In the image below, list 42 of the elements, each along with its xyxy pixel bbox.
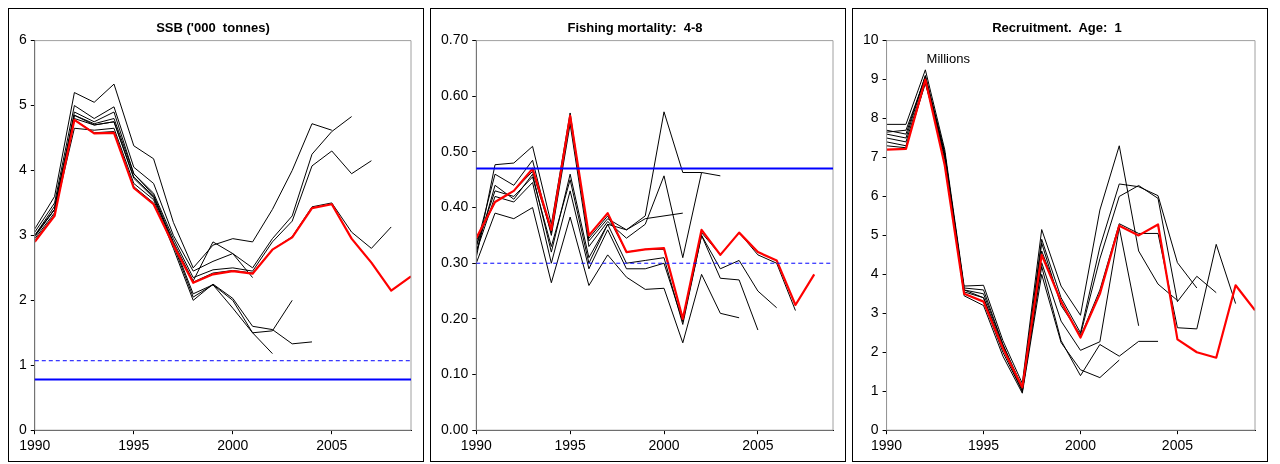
chart-title: SSB ('000 tonnes) [156,20,270,36]
y-tick-label: 5 [18,96,27,113]
x-tick-label: 1995 [554,437,586,454]
chart-title: Recruitment. Age: 1 [992,20,1122,36]
y-tick-label: 0 [870,421,879,438]
y-tick-label: 9 [870,70,879,87]
y-tick-label: 0.30 [441,254,469,271]
y-tick-label: 3 [870,304,879,321]
x-tick-label: 2005 [742,437,774,454]
x-tick-label: 2005 [316,437,348,454]
y-tick-label: 6 [870,187,879,204]
y-tick-label: 7 [870,148,879,165]
y-tick-label: 0.60 [441,87,469,104]
y-tick-label: 0.20 [441,309,469,326]
y-tick-label: 2 [870,343,879,360]
chart-title: Fishing mortality: 4-8 [567,20,703,36]
y-tick-label: 8 [870,109,879,126]
y-tick-label: 1 [18,356,27,373]
y-tick-label: 4 [18,161,27,178]
x-tick-label: 1995 [118,437,150,454]
y-tick-label: 1 [870,382,879,399]
x-tick-label: 1990 [19,437,51,454]
x-tick-label: 2000 [1064,437,1097,454]
y-tick-label: 5 [870,226,879,243]
x-tick-label: 2000 [217,437,249,454]
y-tick-label: 10 [862,31,879,48]
annotation: Millions [926,50,971,66]
y-tick-label: 2 [18,291,27,308]
y-tick-label: 4 [870,265,879,282]
y-tick-label: 0.70 [441,31,469,48]
x-tick-label: 2005 [1161,437,1194,454]
x-tick-label: 1990 [870,437,903,454]
y-tick-label: 0 [18,421,27,438]
x-tick-label: 1995 [967,437,1000,454]
y-tick-label: 6 [18,31,27,48]
y-tick-label: 0.50 [441,142,469,159]
y-tick-label: 0.40 [441,198,469,215]
x-tick-label: 1990 [460,437,493,454]
y-tick-label: 3 [18,226,27,243]
y-tick-label: 0.00 [441,421,469,438]
x-tick-label: 2000 [648,437,680,454]
y-tick-label: 0.10 [441,365,469,382]
